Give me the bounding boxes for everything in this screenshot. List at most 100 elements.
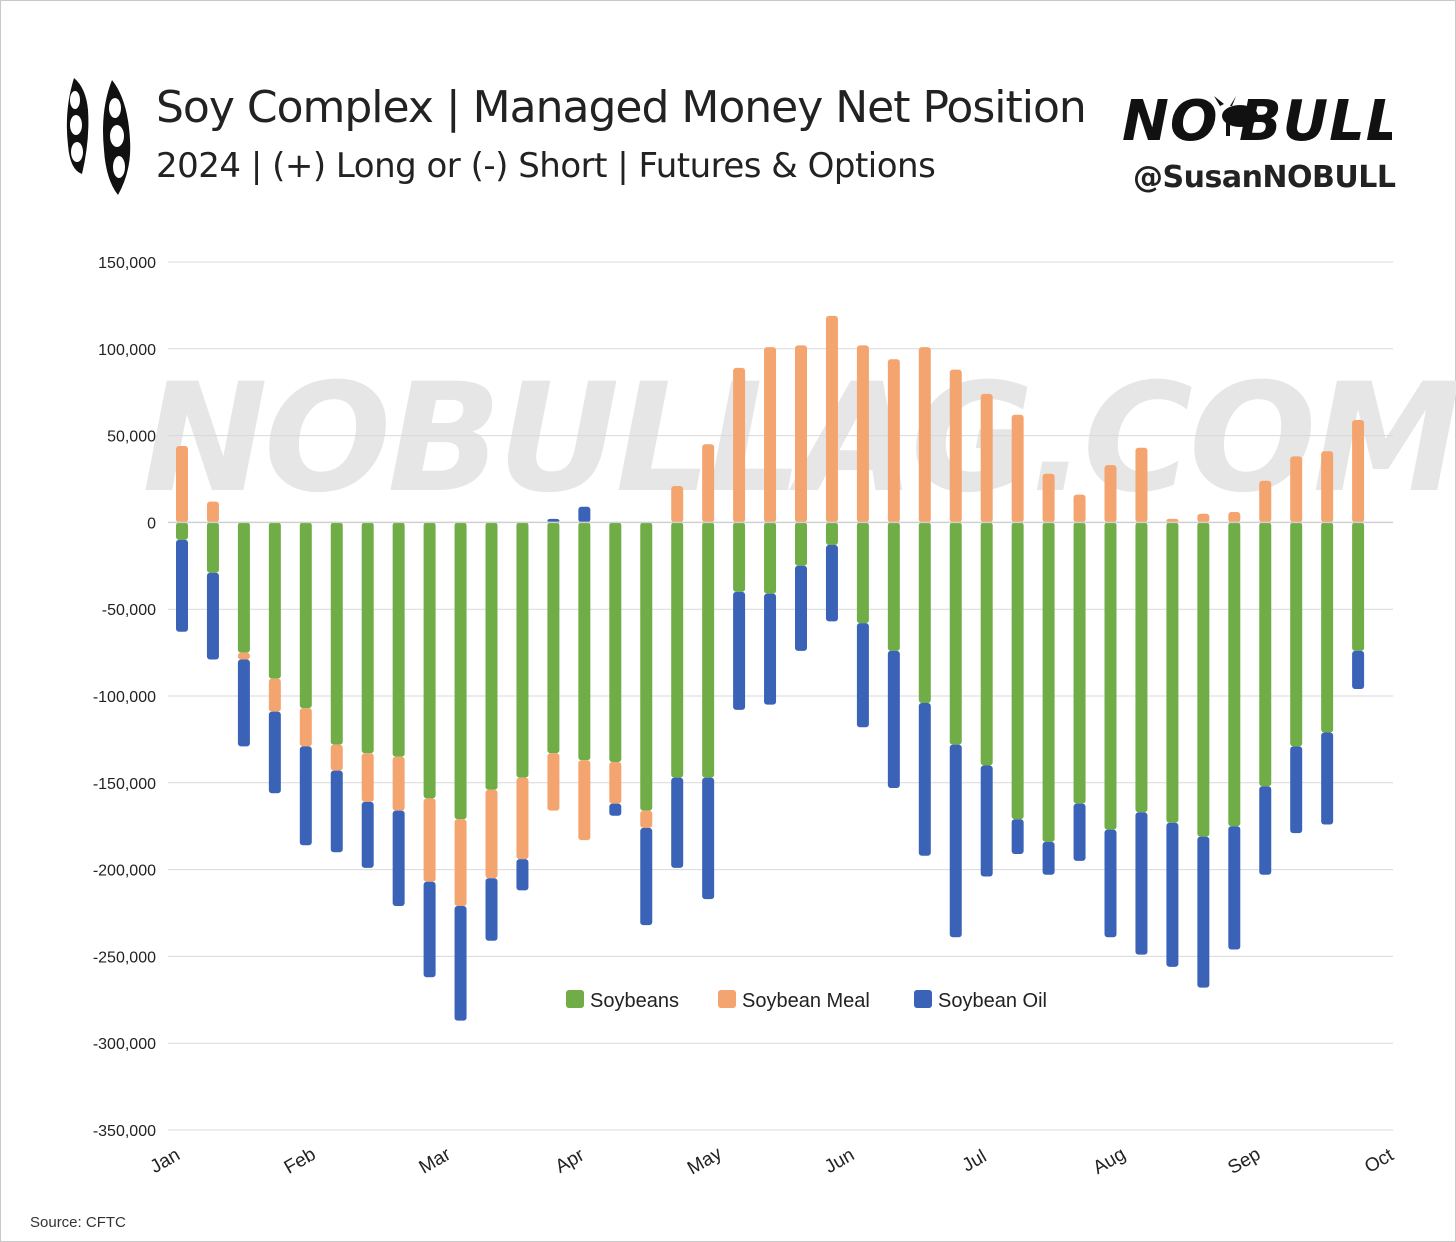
- bar-soybeans: [764, 522, 777, 594]
- bar-soybean-oil: [330, 770, 343, 853]
- bar-soybean-oil: [299, 746, 312, 846]
- bar-soybean-meal: [485, 789, 498, 879]
- bar-soybeans: [206, 522, 219, 573]
- bar-soybean-meal: [887, 359, 900, 523]
- bar-soybeans: [918, 522, 931, 703]
- x-tick-label: Mar: [416, 1144, 455, 1179]
- bar-soybean-oil: [918, 702, 931, 856]
- bar-soybean-meal: [454, 819, 467, 907]
- y-tick-label: -150,000: [93, 776, 156, 793]
- bar-soybean-meal: [795, 345, 807, 523]
- bar-soybeans: [1352, 522, 1365, 651]
- bar-soybeans: [980, 522, 993, 766]
- bar-soybean-oil: [980, 765, 993, 877]
- x-tick-label: Jul: [959, 1146, 991, 1176]
- bar-soybean-oil: [392, 810, 405, 907]
- bar-soybeans: [1135, 522, 1148, 813]
- bar-soybean-oil: [1352, 650, 1365, 690]
- legend-label: Soybeans: [590, 990, 679, 1012]
- bar-soybeans: [825, 522, 838, 545]
- bar-soybean-meal: [361, 753, 374, 802]
- bar-soybeans: [1321, 522, 1334, 733]
- x-tick-label: Jan: [147, 1144, 184, 1178]
- bar-soybean-meal: [640, 810, 653, 828]
- y-tick-label: -250,000: [93, 949, 156, 966]
- bar-soybeans: [423, 522, 436, 799]
- bar-soybean-oil: [1197, 836, 1210, 988]
- bar-soybeans: [887, 522, 900, 651]
- bar-soybean-oil: [856, 623, 869, 728]
- y-tick-label: 0: [147, 515, 156, 532]
- y-tick-label: 50,000: [107, 429, 156, 446]
- soybean-pods-logo: [66, 78, 131, 195]
- bar-soybean-meal: [702, 444, 715, 523]
- bars: [176, 315, 1365, 1021]
- bar-soybean-oil: [423, 881, 436, 978]
- x-tick-label: Jun: [821, 1144, 858, 1178]
- bar-soybean-meal: [423, 798, 436, 882]
- bar-soybeans: [237, 522, 250, 653]
- bar-soybean-meal: [825, 315, 838, 523]
- bar-soybeans: [454, 522, 467, 820]
- bar-soybean-oil: [176, 539, 188, 632]
- bar-soybeans: [578, 522, 591, 761]
- x-tick-label: Feb: [281, 1144, 320, 1179]
- bar-soybean-meal: [764, 347, 777, 523]
- twitter-handle: @SusanNOBULL: [1133, 160, 1396, 195]
- bar-soybean-meal: [392, 756, 405, 811]
- bar-soybean-meal: [1011, 414, 1024, 523]
- bar-soybean-meal: [1290, 456, 1303, 523]
- bar-soybean-oil: [1321, 732, 1334, 825]
- bar-soybeans: [330, 522, 343, 745]
- bull-icon: [1214, 96, 1258, 136]
- bar-soybean-meal: [578, 760, 591, 841]
- bar-soybean-meal: [1197, 513, 1210, 523]
- bar-soybean-meal: [330, 744, 343, 771]
- legend-swatch-soybeans: [566, 990, 584, 1008]
- bar-soybean-meal: [1166, 518, 1179, 523]
- bar-soybean-oil: [1290, 746, 1303, 834]
- chart-title: Soy Complex | Managed Money Net Position: [156, 82, 1087, 133]
- x-axis-tick-labels: Jan Feb Mar Apr May Jun Jul Aug Sep Oct: [147, 1143, 1398, 1179]
- bar-soybean-meal: [268, 678, 281, 712]
- bar-soybean-meal: [299, 708, 312, 747]
- bar-soybean-oil: [237, 659, 250, 747]
- legend: Soybeans Soybean Meal Soybean Oil: [566, 990, 1047, 1012]
- bar-soybean-meal: [1073, 494, 1086, 523]
- bar-soybean-meal: [949, 369, 962, 523]
- bar-soybean-oil: [268, 711, 281, 794]
- bar-soybeans: [516, 522, 529, 778]
- bar-soybean-oil: [1228, 826, 1241, 950]
- bar-soybean-oil: [1104, 829, 1117, 938]
- gridlines: [168, 261, 1393, 1131]
- bar-soybean-meal: [206, 501, 219, 523]
- bar-soybeans: [1228, 522, 1241, 827]
- source-note: Source: CFTC: [30, 1214, 126, 1231]
- x-tick-label: Apr: [552, 1144, 589, 1177]
- y-tick-label: -200,000: [93, 863, 156, 880]
- bar-soybean-oil: [1073, 803, 1086, 861]
- bar-soybean-meal: [609, 761, 622, 804]
- bar-soybeans: [485, 522, 498, 790]
- bar-soybeans: [795, 522, 807, 566]
- bar-soybean-oil: [609, 803, 622, 816]
- bar-soybeans: [1166, 522, 1179, 823]
- bar-soybean-oil: [764, 593, 777, 705]
- bar-soybean-oil: [795, 565, 807, 651]
- x-tick-label: May: [684, 1143, 726, 1179]
- bar-soybean-oil: [1042, 841, 1055, 875]
- bar-soybean-oil: [702, 777, 715, 900]
- bar-soybeans: [856, 522, 869, 624]
- bar-soybeans: [361, 522, 374, 754]
- bar-soybeans: [949, 522, 962, 745]
- bar-soybean-oil: [640, 827, 653, 926]
- y-tick-label: -300,000: [93, 1036, 156, 1053]
- bar-soybean-meal: [733, 367, 746, 523]
- bar-soybean-meal: [1259, 480, 1272, 523]
- x-tick-label: Aug: [1090, 1144, 1130, 1179]
- bar-soybean-oil: [949, 744, 962, 938]
- bar-soybeans: [1073, 522, 1086, 804]
- bar-soybean-oil: [485, 878, 498, 941]
- y-tick-label: 100,000: [98, 342, 156, 359]
